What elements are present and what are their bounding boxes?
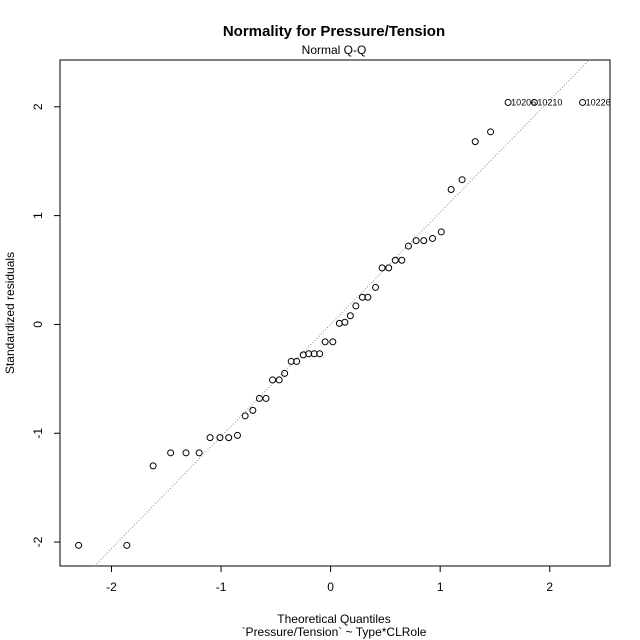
- data-point: [275, 376, 283, 384]
- reference-line: [94, 59, 590, 567]
- reference-line-layer: [94, 59, 590, 567]
- data-point: [398, 256, 406, 264]
- data-point: [233, 431, 241, 439]
- x-axis-formula-label: `Pressure/Tension` ~ Type*CLRole: [242, 625, 427, 639]
- point-label: 10226: [586, 97, 611, 107]
- data-point: [305, 350, 313, 358]
- x-tick-label: 1: [437, 580, 444, 594]
- x-axis-label: Theoretical Quantiles: [277, 612, 390, 626]
- data-point: [241, 412, 249, 420]
- data-point: [216, 434, 224, 442]
- data-point: [269, 376, 277, 384]
- data-point: [346, 312, 354, 320]
- data-point: [287, 357, 295, 365]
- data-point: [341, 318, 349, 326]
- y-tick-label: 0: [31, 321, 45, 328]
- data-point: [412, 237, 420, 245]
- data-point: [420, 237, 428, 245]
- plot-frame: [59, 59, 611, 567]
- data-point: [458, 176, 466, 184]
- data-point: [321, 338, 329, 346]
- x-axis: -2 -1 0 1 2: [106, 566, 553, 594]
- data-point: [167, 449, 175, 457]
- data-point: [352, 302, 360, 310]
- y-axis: -2 -1 0 1 2: [31, 103, 60, 547]
- x-tick-label: -1: [216, 580, 227, 594]
- data-point: [429, 234, 437, 242]
- data-point: [364, 293, 372, 301]
- data-point: [206, 434, 214, 442]
- data-point: [504, 98, 512, 106]
- data-point: [182, 449, 190, 457]
- data-point: [281, 369, 289, 377]
- x-tick-label: 0: [327, 580, 334, 594]
- data-point: [293, 357, 301, 365]
- data-point: [75, 541, 83, 549]
- data-point: [249, 406, 257, 414]
- data-point: [471, 138, 479, 146]
- chart-subtitle: Normal Q-Q: [302, 43, 367, 57]
- data-point: [391, 256, 399, 264]
- data-point: [358, 293, 366, 301]
- data-point: [310, 350, 318, 358]
- y-tick-label: -2: [31, 536, 45, 547]
- data-point: [447, 185, 455, 193]
- x-tick-label: 2: [546, 580, 553, 594]
- x-tick-label: -2: [106, 580, 117, 594]
- data-point: [195, 449, 203, 457]
- data-point: [437, 228, 445, 236]
- point-label: 10210: [537, 97, 562, 107]
- chart-title: Normality for Pressure/Tension: [223, 23, 445, 40]
- data-point: [530, 98, 538, 106]
- data-point: [262, 394, 270, 402]
- data-point: [385, 264, 393, 272]
- data-points: 10206 10210 10226: [75, 97, 611, 549]
- data-point: [487, 128, 495, 136]
- data-point: [404, 242, 412, 250]
- y-tick-label: 1: [31, 212, 45, 219]
- y-axis-label: Standardized residuals: [3, 252, 17, 374]
- data-point: [225, 434, 233, 442]
- point-label: 10206: [511, 97, 536, 107]
- data-point: [378, 264, 386, 272]
- data-point: [123, 541, 131, 549]
- data-point: [372, 283, 380, 291]
- y-tick-label: -1: [31, 428, 45, 439]
- y-tick-label: 2: [31, 103, 45, 110]
- data-point: [329, 338, 337, 346]
- data-point: [579, 98, 587, 106]
- data-point: [255, 394, 263, 402]
- data-point: [316, 350, 324, 358]
- data-point: [149, 462, 157, 470]
